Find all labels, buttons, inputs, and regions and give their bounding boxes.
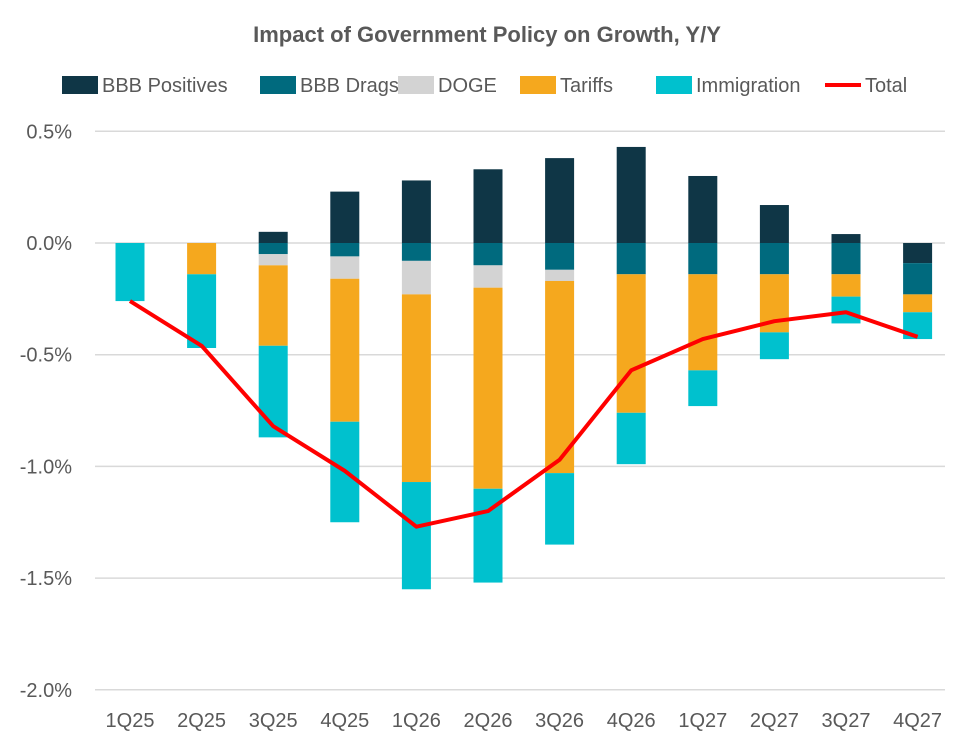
y-tick-label: -2.0% — [20, 680, 72, 702]
bar-bbb-positives-4Q27 — [903, 243, 933, 264]
bar-immigration-3Q26 — [545, 473, 575, 545]
x-tick-label: 4Q26 — [607, 710, 656, 732]
x-tick-label: 4Q27 — [893, 710, 942, 732]
bar-immigration-3Q25 — [258, 345, 288, 438]
bar-tariffs-1Q26 — [401, 294, 431, 483]
bar-bbb-positives-3Q26 — [545, 158, 575, 243]
legend-swatch — [520, 76, 556, 94]
bar-immigration-1Q25 — [115, 243, 145, 302]
chart-title: Impact of Government Policy on Growth, Y… — [253, 22, 721, 47]
bar-bbb-drags-4Q26 — [616, 243, 646, 275]
bar-doge-3Q26 — [545, 269, 575, 281]
bar-bbb-positives-3Q25 — [258, 231, 288, 243]
bar-tariffs-3Q25 — [258, 265, 288, 346]
bar-bbb-drags-3Q25 — [258, 243, 288, 255]
bar-bbb-positives-1Q26 — [401, 180, 431, 243]
x-tick-label: 2Q27 — [750, 710, 799, 732]
y-tick-label: 0.5% — [26, 121, 72, 143]
legend-label: BBB Drags — [300, 75, 399, 97]
legend-item-doge: DOGE — [398, 75, 497, 97]
gridlines — [95, 130, 945, 691]
x-tick-label: 2Q26 — [464, 710, 513, 732]
y-tick-label: 0.0% — [26, 233, 72, 255]
legend-label: BBB Positives — [102, 75, 228, 97]
y-tick-label: -1.0% — [20, 456, 72, 478]
bar-doge-3Q25 — [258, 254, 288, 266]
bar-tariffs-4Q26 — [616, 274, 646, 413]
legend-label: Tariffs — [560, 75, 613, 97]
x-tick-label: 4Q25 — [320, 710, 369, 732]
total-line — [128, 299, 919, 529]
x-tick-label: 1Q26 — [392, 710, 441, 732]
y-axis: 0.5% 0.0% -0.5% -1.0% -1.5% -2.0% — [20, 121, 72, 702]
legend-label: Total — [865, 75, 907, 97]
bar-bbb-drags-4Q25 — [330, 243, 360, 257]
legend-swatch — [398, 76, 434, 94]
legend-item-immigration: Immigration — [656, 75, 800, 97]
bar-tariffs-4Q25 — [330, 278, 360, 422]
legend-item-tariffs: Tariffs — [520, 75, 613, 97]
bar-bbb-positives-3Q27 — [831, 234, 861, 243]
bar-bbb-drags-1Q27 — [688, 243, 718, 275]
bar-bbb-drags-2Q26 — [473, 243, 503, 266]
legend-label: DOGE — [438, 75, 497, 97]
bar-bbb-drags-2Q27 — [759, 243, 789, 275]
bar-doge-1Q26 — [401, 260, 431, 295]
y-tick-label: -1.5% — [20, 568, 72, 590]
bar-bbb-positives-1Q27 — [688, 175, 718, 243]
bar-tariffs-3Q27 — [831, 274, 861, 297]
bar-doge-4Q25 — [330, 256, 360, 279]
x-tick-label: 1Q27 — [678, 710, 727, 732]
legend-item-bbb-positives: BBB Positives — [62, 75, 228, 97]
x-tick-label: 3Q25 — [249, 710, 298, 732]
bar-bbb-positives-2Q27 — [759, 205, 789, 243]
bar-bbb-positives-4Q26 — [616, 146, 646, 243]
bar-bbb-drags-3Q26 — [545, 243, 575, 270]
legend-swatch — [62, 76, 98, 94]
legend-swatch — [656, 76, 692, 94]
y-tick-label: -0.5% — [20, 345, 72, 367]
x-tick-label: 1Q25 — [106, 710, 155, 732]
bar-tariffs-3Q26 — [545, 280, 575, 474]
bar-tariffs-2Q25 — [187, 243, 217, 275]
x-tick-label: 2Q25 — [177, 710, 226, 732]
legend: BBB Positives BBB Drags DOGE Tariffs Immigra… — [62, 75, 907, 97]
bar-bbb-drags-3Q27 — [831, 243, 861, 275]
x-tick-label: 3Q27 — [822, 710, 871, 732]
bar-immigration-1Q27 — [688, 370, 718, 407]
bar-immigration-1Q26 — [401, 482, 431, 590]
legend-label: Immigration — [696, 75, 800, 97]
bar-bbb-drags-1Q26 — [401, 243, 431, 261]
x-tick-label: 3Q26 — [535, 710, 584, 732]
bars — [115, 146, 933, 590]
legend-item-total: Total — [825, 75, 907, 97]
x-axis: 1Q25 2Q25 3Q25 4Q25 1Q26 2Q26 3Q26 4Q26 1Q27 2Q27… — [106, 710, 943, 732]
bar-bbb-drags-4Q27 — [903, 263, 933, 295]
bar-doge-2Q26 — [473, 265, 503, 288]
bar-bbb-positives-2Q26 — [473, 169, 503, 243]
legend-swatch — [260, 76, 296, 94]
bar-tariffs-1Q27 — [688, 274, 718, 371]
legend-item-bbb-drags: BBB Drags — [260, 75, 399, 97]
bar-tariffs-4Q27 — [903, 294, 933, 313]
bar-tariffs-2Q26 — [473, 287, 503, 489]
bar-immigration-3Q27 — [831, 296, 861, 324]
total-line-path — [128, 299, 919, 529]
bar-immigration-2Q27 — [759, 332, 789, 360]
bar-bbb-positives-4Q25 — [330, 191, 360, 243]
bar-immigration-2Q25 — [187, 274, 217, 348]
bar-immigration-4Q26 — [616, 412, 646, 465]
